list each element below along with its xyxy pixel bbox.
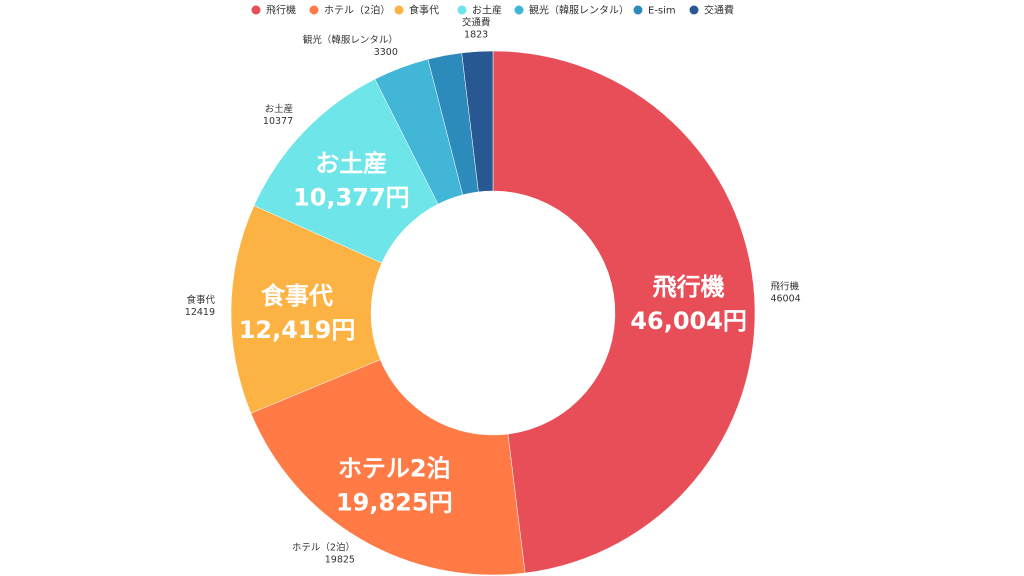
inner-label-value: 19,825円 [336,488,453,516]
donut-slice [230,205,383,414]
outer-label-value: 19825 [325,555,355,566]
legend-swatch [457,5,467,15]
legend-label: 飛行機 [266,4,296,17]
outer-label-value: 3300 [374,47,398,58]
donut-slice [250,359,526,576]
outer-label-name: 飛行機 [770,281,799,293]
inner-label-value: 46,004円 [630,307,747,335]
outer-label-name: ホテル（2泊） [292,542,355,554]
legend-label: 食事代 [409,4,439,17]
donut-slices [230,50,756,576]
legend-label: E-sim [648,6,676,17]
inner-label-value: 10,377円 [293,184,410,212]
legend-label: 交通費 [704,4,734,17]
legend-swatch [251,5,261,15]
outer-label-value: 46004 [770,294,800,305]
chart-legend: 飛行機 ホテル（2泊） 食事代 お土産 観光（韓服レンタル） E-sim 交通費 [251,4,734,17]
inner-label-name: 飛行機 [653,273,725,301]
inner-label-value: 12,419円 [239,316,356,344]
legend-label: ホテル（2泊） [324,5,390,17]
legend-swatch [514,5,524,15]
donut-slice [492,50,756,574]
outer-label-name: 食事代 [187,294,216,306]
inner-label-name: お土産 [315,150,387,178]
inner-label-name: 食事代 [261,282,333,310]
outer-label-name: 交通費 [462,17,491,29]
inner-label-name: ホテル2泊 [338,454,451,482]
legend-label: 観光（韓服レンタル） [529,4,629,17]
legend-swatch [394,5,404,15]
legend-swatch [309,5,319,15]
donut-slice [461,50,494,193]
legend-swatch [633,5,643,15]
outer-label-name: 観光（韓服レンタル） [303,34,398,46]
outer-label-value: 1823 [464,30,488,41]
outer-label-name: お土産 [265,103,294,115]
outer-label-value: 10377 [263,116,293,127]
legend-swatch [689,5,699,15]
outer-labels: 飛行機46004ホテル（2泊）19825食事代12419お土産10377観光（韓… [185,17,801,566]
legend-label: お土産 [472,4,502,17]
outer-label-value: 12419 [185,307,215,318]
